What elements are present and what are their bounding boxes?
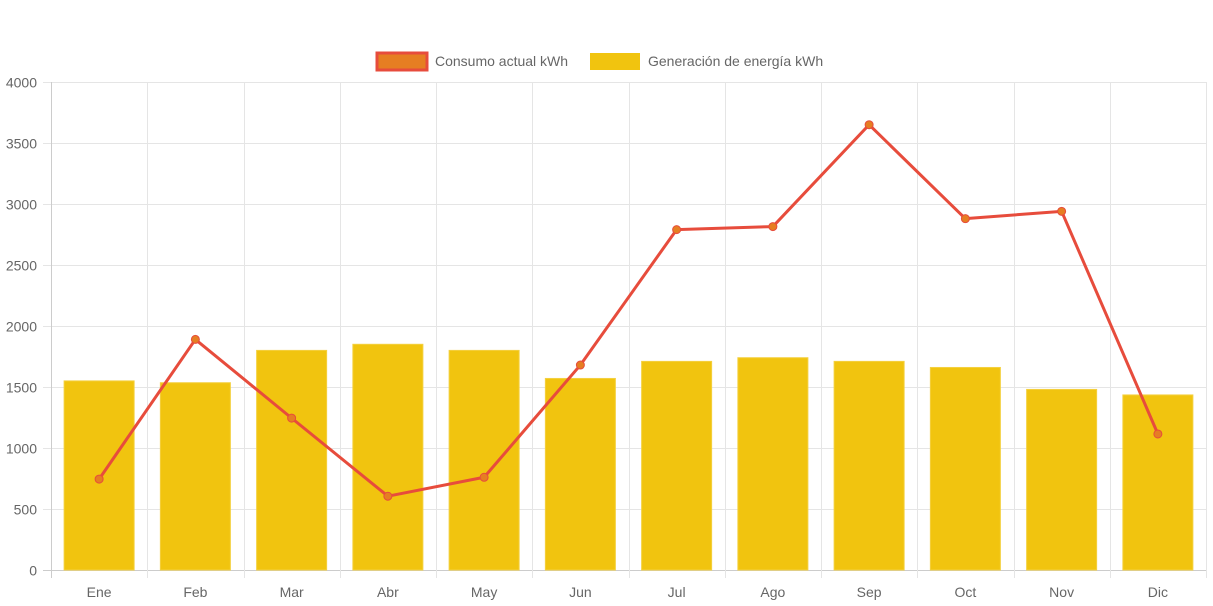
x-tick-label: Oct — [954, 584, 976, 600]
bar — [641, 360, 713, 571]
data-point — [383, 491, 393, 501]
data-point — [768, 222, 778, 232]
x-tick-label: Dic — [1148, 584, 1168, 600]
data-point — [1153, 429, 1163, 439]
legend-swatch-consumo — [375, 51, 429, 72]
bar — [544, 377, 616, 571]
data-point — [287, 413, 297, 423]
y-tick-label: 0 — [29, 563, 37, 579]
legend-item-generacion[interactable]: Generación de energía kWh — [590, 53, 823, 70]
legend-label-generacion: Generación de energía kWh — [648, 53, 823, 69]
bar — [1122, 394, 1194, 571]
x-tick-label: Jul — [668, 584, 686, 600]
y-tick-label: 3500 — [6, 136, 37, 152]
legend-label-consumo: Consumo actual kWh — [435, 53, 568, 69]
data-point — [960, 214, 970, 224]
legend-swatch-generacion — [590, 53, 640, 70]
y-tick-label: 2500 — [6, 258, 37, 274]
data-point — [479, 472, 489, 482]
x-tick-label: Nov — [1049, 584, 1074, 600]
bar — [929, 366, 1001, 571]
data-point — [864, 120, 874, 130]
bar — [159, 382, 231, 571]
y-tick-label: 1000 — [6, 441, 37, 457]
data-point — [672, 225, 682, 235]
y-tick-label: 3000 — [6, 197, 37, 213]
x-axis: Ene Feb Mar Abr May Jun Jul Ago Sep Oct Nov Dic — [87, 584, 1168, 600]
y-tick-label: 1500 — [6, 380, 37, 396]
y-tick-label: 4000 — [6, 75, 37, 91]
y-tick-label: 2000 — [6, 319, 37, 335]
x-tick-label: Ene — [87, 584, 112, 600]
bar — [833, 360, 905, 571]
y-tick-label: 500 — [14, 502, 38, 518]
data-point — [190, 334, 200, 344]
data-point — [94, 474, 104, 484]
y-axis: 0 500 1000 1500 2000 2500 3000 3500 4000 — [6, 75, 37, 579]
bar — [256, 349, 328, 571]
legend-item-consumo[interactable]: Consumo actual kWh — [375, 51, 568, 72]
legend: Consumo actual kWh Generación de energía… — [375, 51, 823, 72]
bar — [1026, 388, 1098, 571]
series-line — [97, 123, 1160, 498]
x-tick-label: Feb — [183, 584, 207, 600]
grid — [43, 82, 1207, 578]
x-tick-label: Abr — [377, 584, 399, 600]
x-tick-label: Jun — [569, 584, 592, 600]
x-tick-label: May — [471, 584, 497, 600]
bar — [352, 343, 424, 571]
line-series — [94, 120, 1163, 501]
x-tick-label: Mar — [280, 584, 304, 600]
x-tick-label: Sep — [857, 584, 882, 600]
x-tick-label: Ago — [760, 584, 785, 600]
bar — [448, 349, 520, 571]
bar — [737, 357, 809, 571]
bar-series — [63, 343, 1194, 571]
data-point — [1057, 206, 1067, 216]
data-point — [575, 360, 585, 370]
